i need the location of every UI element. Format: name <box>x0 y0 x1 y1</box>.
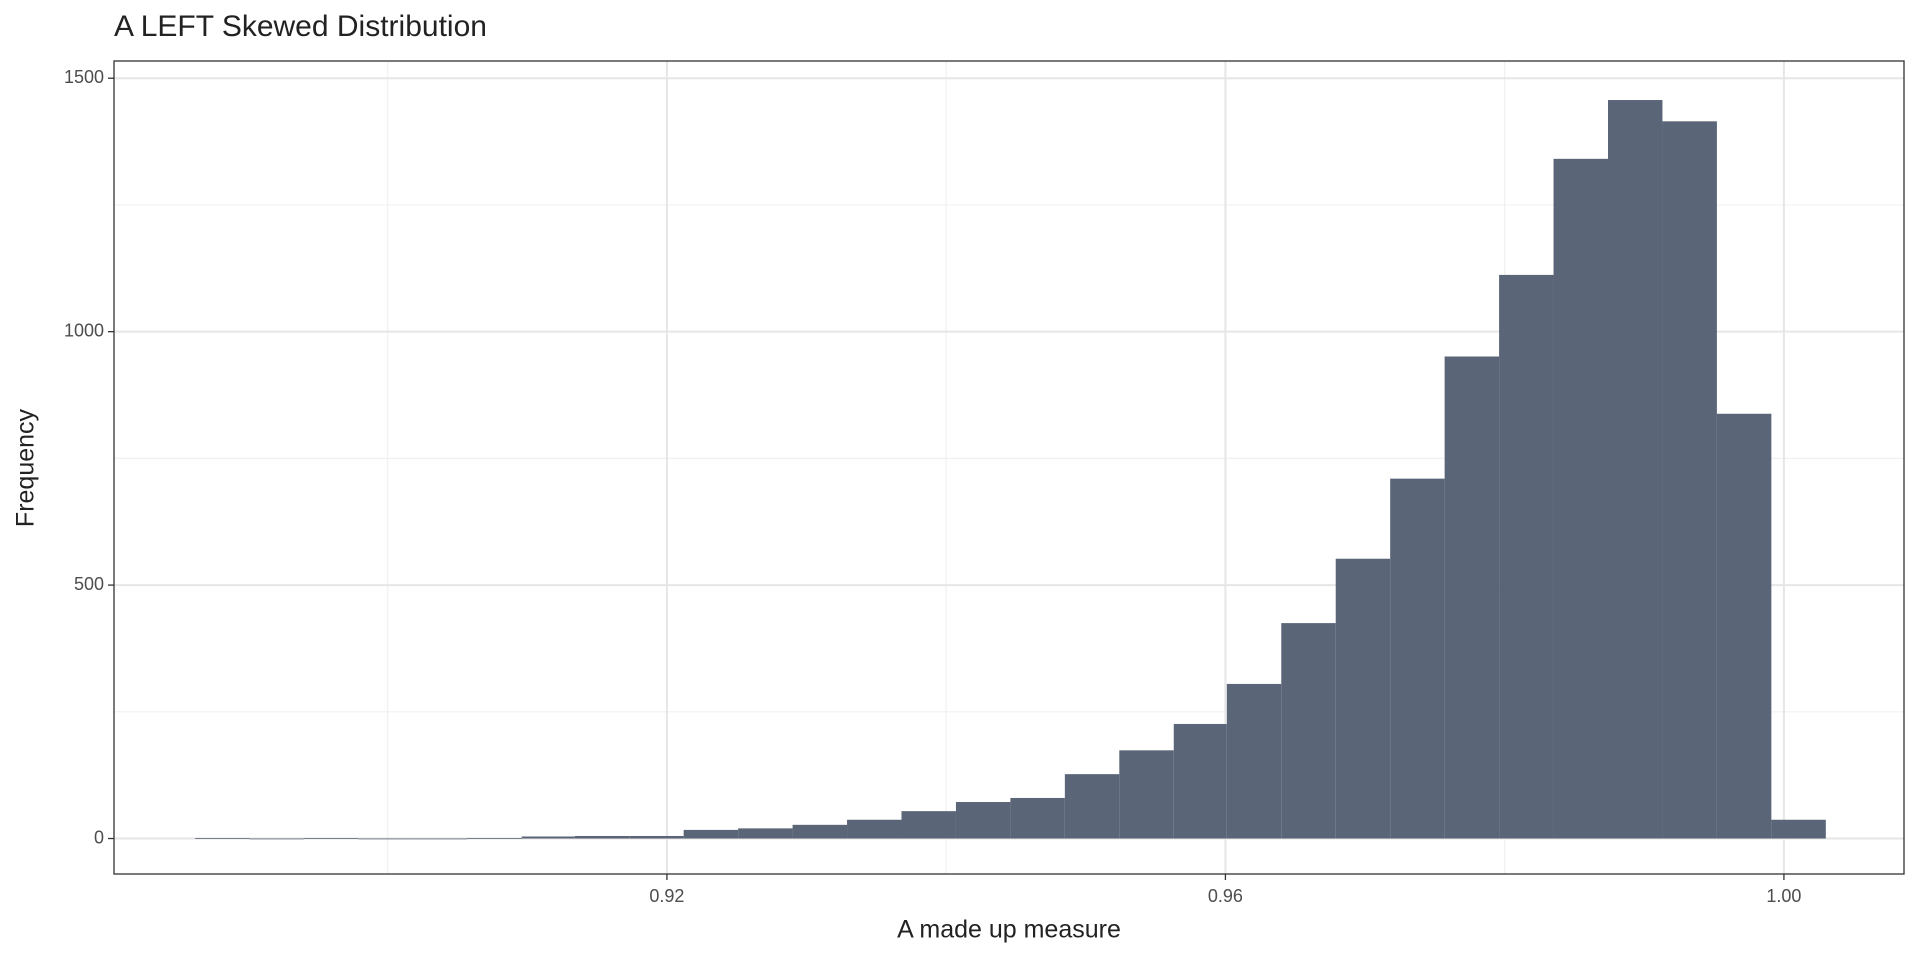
x-axis-title: A made up measure <box>897 916 1121 944</box>
bar <box>1553 158 1608 839</box>
bar <box>683 829 739 839</box>
bar <box>1662 121 1717 839</box>
bar <box>194 838 250 839</box>
bar <box>1335 558 1391 839</box>
bar <box>629 835 684 839</box>
bar <box>1444 356 1500 839</box>
bar <box>955 802 1011 839</box>
x-tick-label: 1.00 <box>1766 886 1801 906</box>
bar <box>303 838 359 839</box>
bar <box>1607 100 1663 839</box>
bar <box>1119 750 1174 839</box>
bar <box>1173 723 1227 839</box>
bar <box>249 838 304 840</box>
y-tick-label: 500 <box>74 574 104 594</box>
bar <box>1499 274 1554 839</box>
chart-title: A LEFT Skewed Distribution <box>114 10 487 43</box>
bar <box>574 835 630 839</box>
y-tick-label: 1000 <box>64 320 104 340</box>
bar <box>1010 797 1065 839</box>
bar <box>1390 478 1445 839</box>
bar <box>1771 819 1826 839</box>
x-tick-label: 0.92 <box>649 886 684 906</box>
bar <box>358 838 413 840</box>
bar <box>738 828 793 839</box>
bar <box>412 838 468 840</box>
bar <box>901 811 956 839</box>
x-tick-label: 0.96 <box>1208 886 1243 906</box>
bar <box>521 836 575 839</box>
y-axis-title: Frequency <box>12 408 40 527</box>
y-tick-label: 1500 <box>64 67 104 87</box>
y-tick-label: 0 <box>94 827 104 847</box>
bar <box>1226 683 1282 839</box>
bar <box>467 838 522 839</box>
bar <box>1716 413 1772 839</box>
bar <box>1281 623 1336 839</box>
bar <box>847 819 902 839</box>
bar <box>1064 774 1120 839</box>
plot-border <box>113 60 1905 875</box>
bar <box>792 824 848 839</box>
